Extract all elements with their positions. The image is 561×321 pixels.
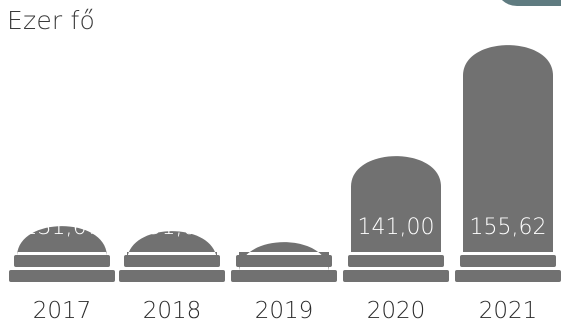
tombstone-body — [17, 226, 107, 257]
x-tick-label: 2019 — [255, 298, 314, 321]
tombstone-bar: 129,60 — [231, 215, 337, 282]
value-label: 141,00 — [358, 215, 435, 240]
x-tick-label: 2017 — [33, 298, 92, 321]
tombstone-base-middle — [348, 255, 444, 267]
value-label: 131,67 — [24, 215, 101, 240]
tombstone-base-middle — [14, 255, 110, 267]
tombstone-body — [239, 242, 329, 273]
value-label: 131,05 — [134, 215, 211, 240]
tombstone-base-bottom — [343, 270, 449, 282]
tombstone-bar: 131,05 — [119, 215, 225, 282]
tombstone-base-bottom — [9, 270, 115, 282]
tombstone-bar: 131,67 — [9, 215, 115, 282]
value-label: 129,60 — [246, 215, 323, 240]
tombstone-base-bottom — [231, 270, 337, 282]
tombstone-base-bottom — [119, 270, 225, 282]
tombstone-bar: 155,62 — [455, 45, 561, 282]
corner-accent-tab — [495, 0, 561, 6]
x-tick-label: 2021 — [479, 298, 538, 321]
value-label: 155,62 — [470, 215, 547, 240]
tombstone-base-middle — [460, 255, 556, 267]
tombstone-bar: 141,00 — [343, 156, 449, 282]
tombstone-body — [127, 231, 217, 262]
tombstone-base-middle — [236, 255, 332, 267]
tombstone-body — [463, 45, 553, 252]
x-tick-label: 2020 — [367, 298, 426, 321]
tombstone-body — [351, 156, 441, 252]
tombstone-base-bottom — [455, 270, 561, 282]
x-tick-label: 2018 — [143, 298, 202, 321]
y-axis-label: Ezer fő — [7, 6, 96, 35]
tombstone-base-middle — [124, 255, 220, 267]
